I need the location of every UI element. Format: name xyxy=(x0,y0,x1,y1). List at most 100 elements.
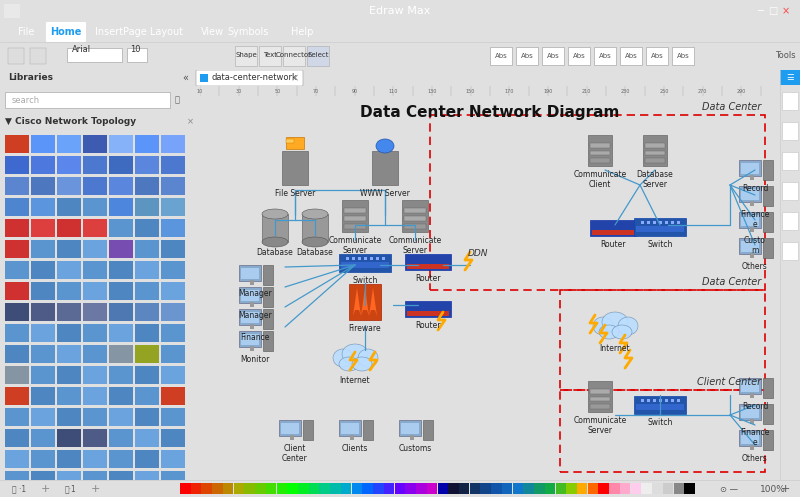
Text: Shape: Shape xyxy=(235,52,257,58)
Bar xyxy=(161,408,185,426)
Bar xyxy=(127,48,147,62)
Bar xyxy=(109,387,133,405)
Text: Client Center: Client Center xyxy=(697,377,761,387)
Bar xyxy=(83,156,107,174)
Text: Symbols: Symbols xyxy=(227,27,269,37)
Text: data-center-network: data-center-network xyxy=(212,74,298,83)
Bar xyxy=(5,345,29,363)
Text: Abs: Abs xyxy=(494,53,507,59)
Bar xyxy=(373,483,384,494)
Bar xyxy=(202,483,212,494)
Bar xyxy=(161,387,185,405)
Bar xyxy=(782,242,798,260)
Bar xyxy=(57,198,81,216)
Bar xyxy=(513,483,523,494)
Bar xyxy=(290,435,294,440)
Text: 210: 210 xyxy=(582,89,591,94)
Bar xyxy=(161,156,185,174)
Bar xyxy=(109,471,133,489)
Bar xyxy=(135,261,159,279)
Bar xyxy=(782,122,798,140)
Bar xyxy=(590,220,636,236)
Bar xyxy=(750,175,754,180)
Text: ×: × xyxy=(186,117,194,126)
Bar xyxy=(641,399,644,402)
Bar xyxy=(234,483,244,494)
Bar xyxy=(135,366,159,384)
Bar xyxy=(430,115,765,290)
Bar xyxy=(750,201,754,206)
Bar xyxy=(31,177,55,195)
Bar xyxy=(277,483,287,494)
Bar xyxy=(223,483,234,494)
Bar xyxy=(364,257,367,260)
Bar xyxy=(750,445,754,450)
Bar xyxy=(5,198,29,216)
Bar xyxy=(646,47,668,65)
Bar xyxy=(109,240,133,258)
Bar xyxy=(645,159,665,163)
Bar xyxy=(677,221,680,224)
Text: Text: Text xyxy=(263,52,277,58)
FancyBboxPatch shape xyxy=(46,22,86,42)
Text: Internet: Internet xyxy=(340,376,370,385)
Text: Arial: Arial xyxy=(72,46,91,55)
Bar xyxy=(190,483,202,494)
Bar xyxy=(423,420,433,440)
Bar xyxy=(286,139,294,143)
Bar xyxy=(31,366,55,384)
Bar xyxy=(31,387,55,405)
Bar xyxy=(161,429,185,447)
Bar xyxy=(402,200,427,232)
Bar xyxy=(516,47,538,65)
Bar xyxy=(560,290,765,390)
Text: Switch: Switch xyxy=(647,418,673,427)
Bar xyxy=(67,48,122,62)
Bar xyxy=(634,396,686,414)
Bar xyxy=(135,387,159,405)
Bar xyxy=(244,483,255,494)
Ellipse shape xyxy=(602,312,628,332)
Text: +: + xyxy=(90,484,100,494)
Bar xyxy=(83,177,107,195)
Bar xyxy=(109,198,133,216)
Bar xyxy=(384,483,394,494)
Bar xyxy=(239,309,261,325)
Bar xyxy=(672,47,694,65)
Bar xyxy=(376,257,379,260)
Polygon shape xyxy=(369,288,377,316)
Text: Data Center: Data Center xyxy=(702,102,761,112)
Bar xyxy=(263,331,273,351)
Text: View: View xyxy=(201,27,223,37)
Ellipse shape xyxy=(618,317,638,335)
Bar xyxy=(647,399,650,402)
Bar xyxy=(8,48,24,64)
Text: Home: Home xyxy=(50,27,82,37)
Bar xyxy=(780,70,800,85)
Bar xyxy=(653,221,656,224)
Bar xyxy=(135,408,159,426)
Bar xyxy=(135,345,159,363)
Bar xyxy=(542,47,564,65)
Text: 🗋 ·1: 🗋 ·1 xyxy=(12,485,26,494)
Bar xyxy=(502,483,512,494)
Bar xyxy=(339,254,391,272)
Bar xyxy=(643,135,667,166)
Bar xyxy=(31,156,55,174)
Bar xyxy=(5,303,29,321)
Bar xyxy=(31,408,55,426)
Text: Tools: Tools xyxy=(774,52,795,61)
Text: 100%: 100% xyxy=(760,485,786,494)
Text: Others: Others xyxy=(742,262,768,271)
Bar xyxy=(287,483,298,494)
Bar xyxy=(57,303,81,321)
Bar xyxy=(30,48,46,64)
Bar xyxy=(671,221,674,224)
FancyBboxPatch shape xyxy=(196,70,303,86)
Ellipse shape xyxy=(333,349,353,367)
Text: □: □ xyxy=(768,6,778,16)
Text: Data Center Network Diagram: Data Center Network Diagram xyxy=(360,105,620,120)
Bar xyxy=(739,212,761,228)
Bar xyxy=(161,366,185,384)
Bar xyxy=(448,483,458,494)
